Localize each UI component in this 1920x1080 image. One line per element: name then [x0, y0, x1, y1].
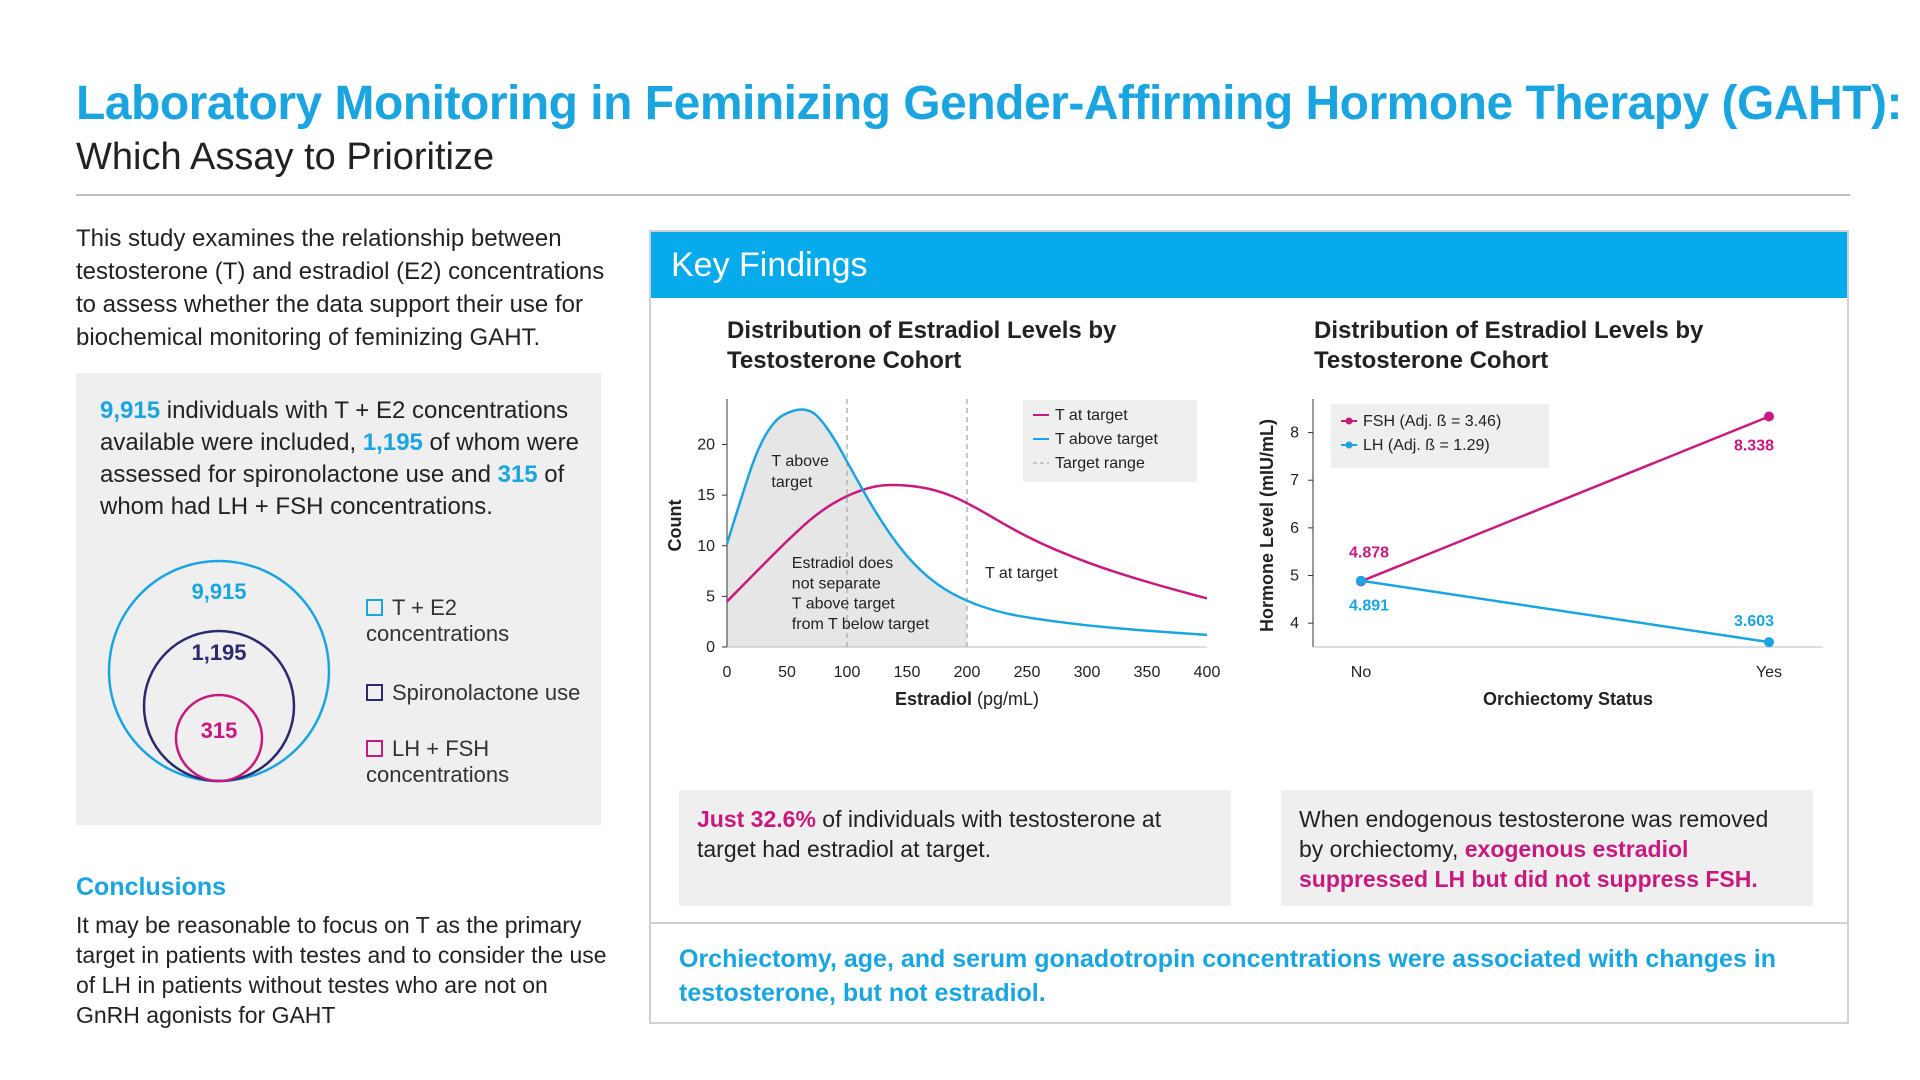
- y-tick-label: 4: [1290, 615, 1299, 632]
- series-line-t-at-target: [726, 483, 1208, 603]
- chart-annotation: target: [771, 474, 812, 491]
- data-point: [1764, 637, 1774, 648]
- x-tick-label: 400: [1194, 664, 1221, 681]
- y-tick-label: 5: [706, 588, 715, 605]
- stat-text-1: individuals with T + E2 concentrations a…: [100, 397, 569, 456]
- y-tick-label: 20: [697, 437, 715, 454]
- y-tick-label: 6: [1290, 520, 1299, 537]
- x-tick-label: 200: [954, 664, 981, 681]
- chart-annotation: T at target: [985, 565, 1058, 582]
- chart-annotation: T above: [771, 453, 829, 470]
- chart-annotation: from T below target: [792, 616, 930, 633]
- legend-label: LH + FSH concentrations: [366, 736, 510, 787]
- chart-annotation: T above target: [792, 596, 895, 613]
- note-left-text: of individuals with testosterone at targ…: [697, 806, 1162, 862]
- data-point: [1356, 575, 1366, 586]
- y-axis-label: Count: [665, 500, 685, 552]
- series-line-t-above-target: [725, 408, 1208, 637]
- x-tick-label: 100: [834, 664, 861, 681]
- venn-middle-label: 1,195: [191, 640, 246, 665]
- legend-marker: [1345, 417, 1353, 425]
- conclusions-heading: Conclusions: [76, 873, 227, 901]
- stat-lhfsh: 315: [497, 461, 538, 488]
- key-findings-divider: [651, 922, 1847, 924]
- series-line-lh: [1360, 579, 1770, 644]
- header-divider: [76, 194, 1850, 196]
- x-tick-label: 250: [1014, 664, 1041, 681]
- legend-label: LH (Adj. ß = 1.29): [1363, 437, 1490, 454]
- y-tick-label: 15: [697, 487, 715, 504]
- finding-note-left: Just 32.6% of individuals with testoster…: [679, 790, 1231, 906]
- legend-marker: [1345, 441, 1353, 449]
- legend-label: T at target: [1055, 407, 1128, 424]
- x-tick-label: 150: [894, 664, 921, 681]
- chart-annotation: Estradiol does: [792, 555, 893, 572]
- chart-annotation: not separate: [792, 575, 881, 592]
- legend-box: [1331, 404, 1549, 468]
- key-findings-panel: Key Findings Distribution of Estradiol L…: [649, 230, 1849, 1024]
- venn-diagram: 9,915 1,195 315: [107, 559, 331, 783]
- key-findings-header: Key Findings: [651, 232, 1847, 298]
- series-line-fsh: [1360, 415, 1770, 583]
- legend-label: Spironolactone use: [392, 680, 581, 705]
- stat-total: 9,915: [100, 397, 161, 424]
- x-tick-label: 350: [1134, 664, 1161, 681]
- chart2-title: Distribution of Estradiol Levels by Test…: [1314, 317, 1704, 374]
- stat-text-3: of whom had LH + FSH concentrations.: [100, 461, 565, 520]
- legend-label: T + E2 concentrations: [366, 595, 510, 646]
- conclusions-text: It may be reasonable to focus on T as th…: [76, 912, 607, 1028]
- orchiectomy-hormone-chart: 4 5 6 7 8 No Yes 4.878 4.891 8.338 3.603 FSH (Adj. …: [1257, 399, 1823, 709]
- venn-inner-circle: [174, 693, 264, 783]
- y-axis-label: Hormone Level (mIU/mL): [1257, 419, 1277, 632]
- x-tick-label: Yes: [1756, 664, 1782, 681]
- legend-swatch-blue: [366, 599, 383, 616]
- data-point: [1764, 411, 1774, 422]
- venn-legend-item: LH + FSH concentrations: [366, 736, 556, 788]
- page-title: Laboratory Monitoring in Feminizing Gend…: [76, 77, 1902, 130]
- x-tick-label: 0: [723, 664, 732, 681]
- estradiol-distribution-chart: 0 50 100 150 200 250 300 350 400 0 5 10 15 20 T above t…: [665, 399, 1221, 709]
- note-right-text: When endogenous testosterone was removed…: [1299, 806, 1769, 862]
- legend-label: FSH (Adj. ß = 3.46): [1363, 413, 1501, 430]
- legend-label: T above target: [1055, 431, 1158, 448]
- y-tick-label: 7: [1290, 472, 1299, 489]
- intro-text: This study examines the relationship bet…: [76, 225, 605, 351]
- chart1-title: Distribution of Estradiol Levels by Test…: [727, 317, 1117, 374]
- study-summary-panel: 9,915 individuals with T + E2 concentrat…: [76, 373, 601, 825]
- y-tick-label: 10: [697, 538, 715, 555]
- venn-inner-label: 315: [201, 718, 238, 743]
- finding-note-right: When endogenous testosterone was removed…: [1281, 790, 1813, 906]
- data-label: 3.603: [1734, 613, 1774, 630]
- data-label: 4.878: [1349, 544, 1389, 561]
- data-label: 8.338: [1734, 437, 1774, 454]
- x-tick-label: 300: [1074, 664, 1101, 681]
- x-tick-label: No: [1351, 664, 1372, 681]
- venn-legend-item: Spironolactone use: [366, 680, 580, 706]
- y-tick-label: 5: [1290, 568, 1299, 585]
- stat-spiro: 1,195: [362, 429, 423, 456]
- venn-legend-item: T + E2 concentrations: [366, 595, 556, 647]
- x-axis-label: Orchiectomy Status: [1483, 689, 1653, 709]
- note-left-highlight: Just 32.6%: [697, 806, 816, 832]
- x-tick-label: 50: [778, 664, 796, 681]
- stat-text-2: of whom were assessed for spironolactone…: [100, 429, 579, 488]
- venn-outer-label: 9,915: [191, 579, 246, 604]
- legend-label: Target range: [1055, 455, 1145, 472]
- x-axis-label: Estradiol (pg/mL): [895, 689, 1039, 709]
- note-right-highlight: exogenous estradiol suppressed LH but di…: [1299, 836, 1758, 892]
- y-tick-label: 8: [1290, 425, 1299, 442]
- bottom-finding: Orchiectomy, age, and serum gonadotropin…: [679, 945, 1777, 1007]
- legend-swatch-navy: [366, 684, 383, 701]
- page-subtitle: Which Assay to Prioritize: [76, 136, 495, 178]
- data-label: 4.891: [1349, 598, 1389, 615]
- legend-box: [1023, 400, 1197, 482]
- stats-text: 9,915 individuals with T + E2 concentrat…: [100, 395, 580, 523]
- y-tick-label: 0: [706, 639, 715, 656]
- key-findings-heading: Key Findings: [671, 246, 868, 284]
- legend-swatch-magenta: [366, 740, 383, 757]
